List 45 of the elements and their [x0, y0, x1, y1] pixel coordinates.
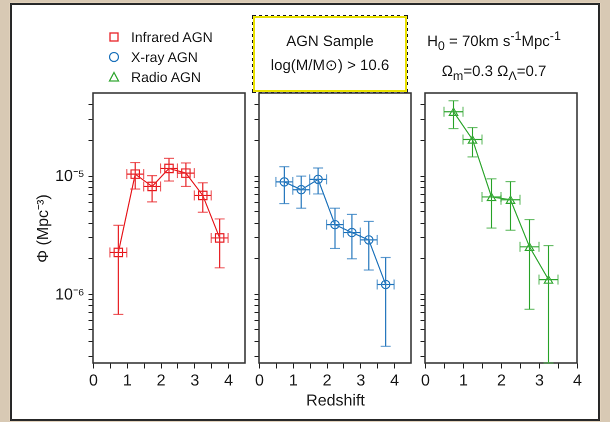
point — [486, 192, 496, 202]
point — [296, 184, 306, 194]
point — [506, 196, 516, 204]
legend-label: Radio AGN — [131, 69, 202, 85]
x-tick-label: 2 — [156, 372, 166, 390]
point — [198, 190, 208, 200]
point — [544, 275, 554, 284]
legend-label: X-ray AGN — [131, 49, 198, 65]
point — [380, 280, 390, 290]
point — [524, 242, 534, 252]
y-axis-title: Φ (Mpc⁻³) — [35, 194, 52, 263]
y-tick-label: 10⁻⁶ — [55, 286, 84, 304]
point — [114, 248, 124, 258]
point — [147, 182, 157, 192]
x-tick-label: 0 — [421, 372, 430, 390]
point — [448, 108, 458, 116]
point — [214, 233, 224, 243]
point — [164, 164, 174, 174]
point — [330, 220, 340, 230]
point — [181, 168, 191, 178]
point — [364, 235, 374, 245]
x-tick-label: 3 — [190, 372, 200, 390]
x-tick-label: 1 — [459, 372, 468, 390]
x-tick-label: 2 — [497, 372, 506, 390]
x-tick-label: 1 — [288, 372, 298, 390]
x-tick-label: 3 — [535, 372, 544, 390]
x-tick-label: 4 — [224, 372, 234, 390]
point — [313, 174, 323, 184]
legend-label: Infrared AGN — [131, 29, 213, 45]
text: Ω$_{m}$=0.3 Ω$_{Λ}$=0.7 — [440, 62, 548, 85]
x-tick-label: 2 — [322, 372, 332, 390]
x-tick-label: 3 — [356, 372, 366, 390]
text-box: AGN Sample log(M/M⊙) > 10.6 — [252, 15, 408, 93]
point — [347, 228, 357, 238]
x-tick-label: 4 — [573, 372, 582, 390]
x-axis-title: Redshift — [306, 392, 366, 410]
x-tick-label: 1 — [122, 372, 132, 390]
text: H$_{0}$ = 70km s$^{-1}$Mpc$^{-1}$ — [426, 28, 562, 55]
x-tick-label: 0 — [255, 372, 264, 390]
point — [280, 177, 290, 187]
point — [468, 135, 478, 144]
point — [130, 169, 140, 179]
x-tick-label: 4 — [390, 372, 400, 390]
y-tick-label: 10⁻⁵ — [55, 168, 84, 186]
x-tick-label: 0 — [89, 372, 98, 390]
